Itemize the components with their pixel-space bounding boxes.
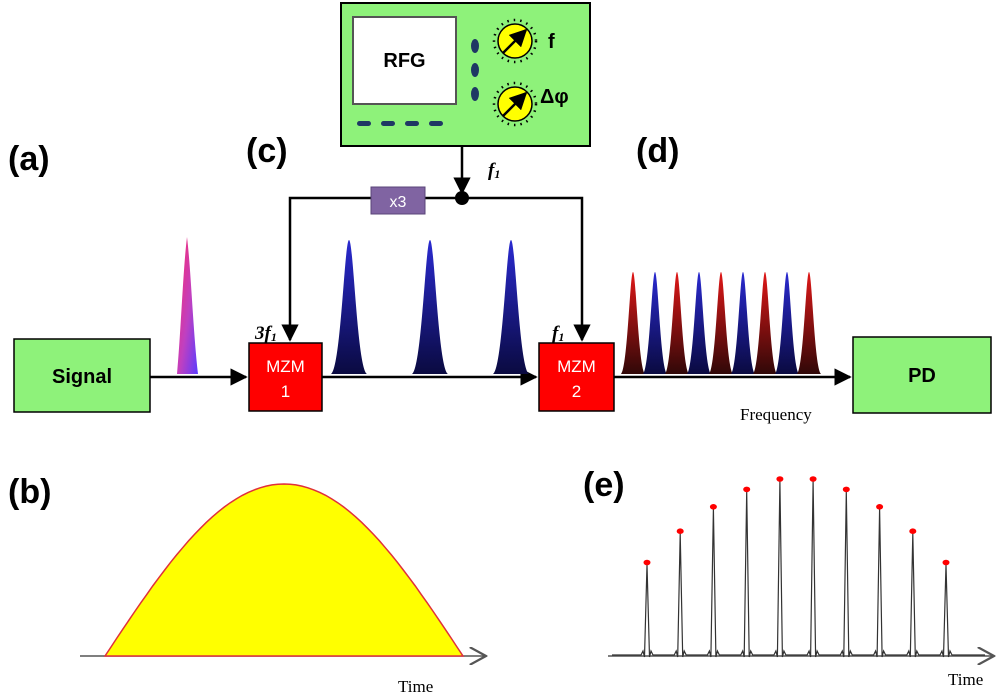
photodetector bbox=[852, 336, 992, 414]
frequency-knob-label: f bbox=[548, 31, 555, 53]
frequency-multiplier bbox=[370, 186, 426, 215]
mzm2-number: 2 bbox=[572, 382, 581, 401]
optical-pulse bbox=[753, 272, 777, 374]
optical-pulse bbox=[493, 240, 529, 374]
panel-label-c: (c) bbox=[246, 132, 288, 170]
mzm1-modulator bbox=[248, 342, 323, 412]
peak-marker bbox=[743, 486, 751, 493]
mzm1-drive-label: 3f1 bbox=[254, 323, 277, 344]
mzm2-modulator bbox=[538, 342, 615, 412]
pulse-train-after-mzm2 bbox=[621, 272, 821, 374]
peak-marker bbox=[942, 559, 950, 566]
generator-indicator bbox=[357, 121, 371, 126]
peak-marker bbox=[842, 486, 850, 493]
signal-source bbox=[13, 338, 151, 413]
panel-label-e: (e) bbox=[583, 466, 625, 504]
time-axis-label-e: Time bbox=[948, 670, 983, 689]
panel-label-b: (b) bbox=[8, 473, 51, 511]
generator-button bbox=[471, 39, 479, 53]
optical-pulse bbox=[775, 272, 799, 374]
mzm1-label: MZM bbox=[266, 357, 305, 376]
optical-pulse bbox=[797, 272, 821, 374]
phase-knob-icon bbox=[492, 81, 538, 127]
optical-pulse bbox=[412, 240, 448, 374]
sampled-peak-markers bbox=[643, 476, 950, 566]
optical-pulse bbox=[687, 272, 711, 374]
generator-screen bbox=[352, 16, 457, 105]
mzm1-number: 1 bbox=[281, 382, 290, 401]
optical-pulse bbox=[731, 272, 755, 374]
frequency-knob-icon bbox=[492, 18, 538, 64]
generator-button bbox=[471, 63, 479, 77]
generator-indicator bbox=[381, 121, 395, 126]
pulse-train-after-mzm1 bbox=[331, 240, 529, 374]
frequency-multiplier-label: x3 bbox=[390, 194, 407, 211]
peak-marker bbox=[776, 476, 784, 482]
photodetector-label: PD bbox=[908, 365, 936, 387]
optical-pulse bbox=[643, 272, 667, 374]
optical-pulse bbox=[621, 272, 645, 374]
peak-marker bbox=[809, 476, 817, 482]
generator-button bbox=[471, 87, 479, 101]
rf-generator: RFG f Δφ bbox=[340, 2, 591, 147]
signal-label: Signal bbox=[52, 366, 112, 388]
frequency-axis-label: Frequency bbox=[740, 405, 812, 424]
optical-pulse bbox=[331, 240, 367, 374]
generator-indicator bbox=[429, 121, 443, 126]
mzm2-drive-label: f1 bbox=[552, 323, 564, 344]
peak-marker bbox=[676, 528, 684, 534]
peak-marker bbox=[709, 504, 717, 510]
mzm2-label: MZM bbox=[557, 357, 596, 376]
panel-label-a: (a) bbox=[8, 140, 50, 178]
generator-indicator bbox=[405, 121, 419, 126]
time-axis-label-b: Time bbox=[398, 677, 433, 696]
optical-pulse bbox=[665, 272, 689, 374]
peak-marker bbox=[909, 528, 917, 534]
peak-marker bbox=[876, 504, 884, 510]
panel-label-d: (d) bbox=[636, 132, 679, 170]
generator-label: RFG bbox=[383, 50, 425, 72]
input-pulse bbox=[177, 237, 198, 374]
signal-envelope bbox=[103, 483, 465, 657]
rf-output-label: f1 bbox=[488, 160, 500, 181]
optical-pulse bbox=[709, 272, 733, 374]
rf-splitter-node bbox=[455, 191, 469, 205]
phase-knob-label: Δφ bbox=[540, 86, 569, 108]
peak-marker bbox=[643, 559, 651, 566]
sampled-trace bbox=[612, 480, 985, 658]
